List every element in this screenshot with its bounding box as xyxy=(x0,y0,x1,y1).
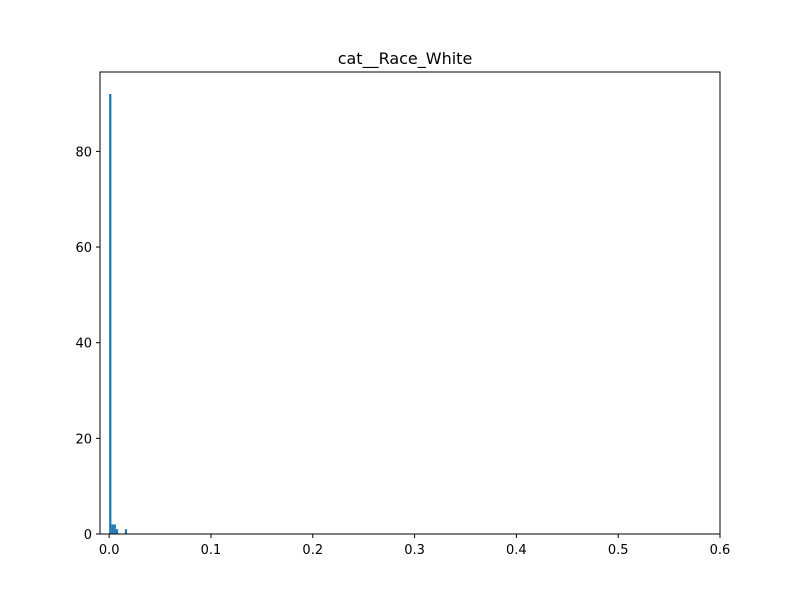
y-tick-label: 0 xyxy=(84,528,92,543)
x-tick-label: 0.5 xyxy=(608,543,629,558)
chart-title: cat__Race_White xyxy=(338,49,473,69)
x-tick-label: 0.0 xyxy=(99,543,120,558)
y-tick-label: 40 xyxy=(75,337,92,352)
x-tick-label: 0.3 xyxy=(404,543,425,558)
y-tick-label: 20 xyxy=(75,432,92,447)
histogram-bar-1 xyxy=(111,524,114,534)
x-tick-label: 0.6 xyxy=(710,543,731,558)
histogram-bar-4 xyxy=(124,529,128,534)
histogram-bar-0 xyxy=(109,94,112,534)
bars-group xyxy=(109,94,128,534)
histogram-bar-2 xyxy=(113,524,116,534)
y-tick-label: 80 xyxy=(75,145,92,160)
x-tick-label: 0.4 xyxy=(506,543,527,558)
y-tick-label: 60 xyxy=(75,241,92,256)
x-axis: 0.0 0.1 0.2 0.3 0.4 0.5 0.6 xyxy=(99,534,731,558)
x-tick-label: 0.1 xyxy=(201,543,222,558)
y-axis: 0 20 40 60 80 xyxy=(75,145,100,543)
x-tick-label: 0.2 xyxy=(302,543,323,558)
histogram-bar-3 xyxy=(115,529,119,534)
plot-area-frame xyxy=(99,71,721,535)
